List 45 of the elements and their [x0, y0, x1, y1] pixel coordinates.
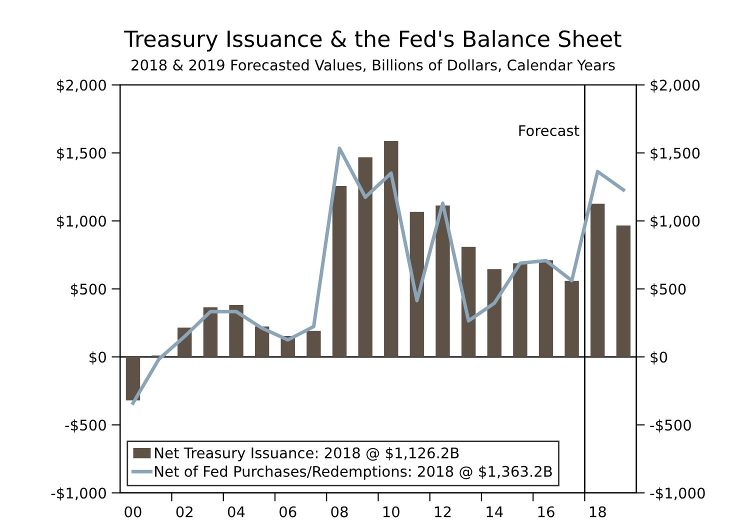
y-tick-label: $1,500 [57, 147, 106, 161]
bar [306, 330, 321, 357]
bar [254, 326, 270, 357]
bar [616, 226, 631, 357]
bar [384, 140, 398, 357]
y-tick-label: $1,000 [57, 215, 106, 229]
y2-tick-label: $1,000 [650, 215, 700, 229]
x-tick-label: 02 [176, 506, 192, 518]
bar [487, 269, 502, 357]
ref-line-label: Forecast [519, 125, 580, 136]
chart-title: Treasury Issuance & the Fed's Balance Sheet [124, 30, 622, 52]
y2-tick-label: -$1,000 [650, 487, 705, 501]
bar [436, 206, 450, 357]
y-tick-label: $0 [90, 351, 106, 365]
x-tick-label: 00 [124, 506, 142, 518]
x-tick-label: 14 [486, 506, 503, 518]
x-tick-label: 18 [590, 506, 606, 518]
bar [203, 307, 218, 357]
y2-tick-label: -$500 [650, 419, 691, 433]
y-tick-label: -$500 [65, 419, 106, 433]
legend-label: Net of Fed Purchases/Redemptions: 2018 @ $1,363.2B [155, 466, 552, 480]
bar [126, 356, 140, 400]
x-tick-label: 06 [280, 506, 296, 518]
bar [590, 204, 605, 357]
x-tick-label: 08 [331, 506, 348, 518]
y2-tick-label: $1,500 [650, 147, 700, 161]
x-tick-label: 10 [383, 506, 400, 518]
bar [513, 263, 528, 357]
x-tick-label: 16 [538, 506, 554, 518]
bar [229, 304, 244, 357]
y2-tick-label: $500 [650, 283, 686, 297]
bar [358, 157, 372, 357]
line-series [131, 146, 626, 405]
legend-label: Net Treasury Issuance: 2018 @ $1,126.2B [155, 447, 459, 462]
x-tick-label: 12 [435, 506, 451, 518]
y-tick-label: $2,000 [57, 79, 106, 93]
y-tick-label: -$1,000 [51, 487, 106, 501]
y-tick-label: $500 [71, 283, 106, 297]
bar [332, 186, 347, 357]
bar [538, 260, 554, 357]
y2-tick-label: $0 [650, 351, 668, 365]
y2-tick-label: $2,000 [650, 79, 700, 93]
x-tick-label: 04 [228, 506, 245, 518]
bar [564, 280, 579, 357]
chart-subtitle: 2018 & 2019 Forecasted Values, Billions of Dollars, Calendar Years [132, 59, 615, 72]
